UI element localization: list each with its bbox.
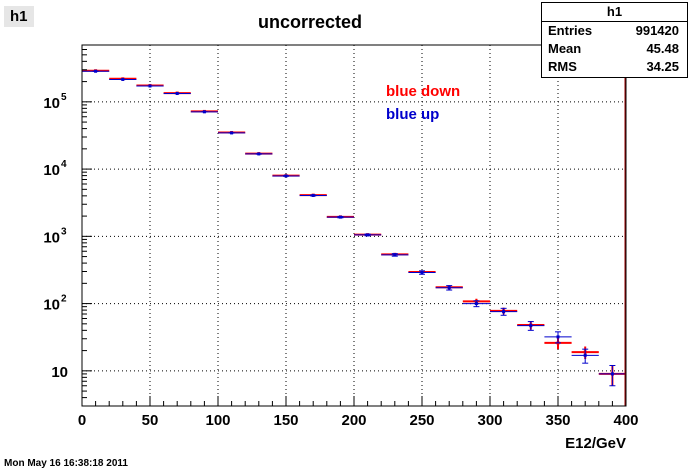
- stats-row-entries: Entries 991420: [542, 22, 687, 40]
- data-point: [598, 365, 626, 387]
- x-tick-label: 350: [545, 412, 570, 429]
- data-point: [218, 131, 246, 135]
- frame-title: h1: [4, 6, 34, 27]
- y-tick-exponent: 2: [61, 294, 67, 305]
- stats-value: 45.48: [646, 41, 679, 56]
- data-point: [571, 348, 599, 364]
- x-tick-label: 0: [78, 412, 86, 429]
- timestamp-footer: Mon May 16 16:38:18 2011: [4, 458, 128, 469]
- x-tick-label: 50: [142, 412, 159, 429]
- chart-title: uncorrected: [257, 12, 363, 32]
- y-tick-label: 10: [43, 229, 60, 246]
- y-tick-label: 10: [43, 297, 60, 314]
- y-tick-exponent: 3: [61, 226, 67, 237]
- data-point: [517, 321, 545, 331]
- x-tick-label: 100: [205, 412, 230, 429]
- data-point: [544, 331, 572, 344]
- legend-blue-down: blue down: [386, 83, 461, 100]
- stats-label: Mean: [548, 41, 582, 56]
- x-tick-label: 150: [273, 412, 298, 429]
- data-point: [490, 307, 518, 316]
- data-point: [136, 84, 164, 88]
- data-point: [326, 215, 354, 219]
- stats-row-mean: Mean 45.48: [542, 40, 687, 58]
- stats-label: RMS: [548, 59, 577, 74]
- y-tick-label: 10: [51, 364, 68, 381]
- legend-blue-up: blue up: [386, 106, 440, 123]
- y-tick-exponent: 4: [61, 159, 67, 170]
- stats-box-title: h1: [542, 3, 687, 22]
- data-point: [109, 77, 137, 81]
- data-point: [408, 270, 436, 275]
- stats-label: Entries: [548, 23, 593, 38]
- data-point: [272, 174, 300, 178]
- data-point: [163, 92, 191, 96]
- data-point: [82, 69, 110, 73]
- stats-row-rms: RMS 34.25: [542, 58, 687, 76]
- data-point: [190, 110, 218, 114]
- x-tick-label: 400: [613, 412, 638, 429]
- x-tick-label: 300: [477, 412, 502, 429]
- data-point: [299, 193, 327, 197]
- data-point: [381, 253, 409, 257]
- data-point: [435, 285, 463, 291]
- stats-value: 991420: [635, 23, 679, 38]
- x-axis-label: E12/GeV: [565, 435, 626, 452]
- y-tick-label: 10: [43, 162, 60, 179]
- data-point: [354, 233, 382, 237]
- x-tick-label: 200: [341, 412, 366, 429]
- stats-value: 34.25: [646, 59, 679, 74]
- data-point: [462, 300, 490, 308]
- data-point: [245, 152, 273, 156]
- y-tick-label: 10: [43, 95, 60, 112]
- y-tick-exponent: 5: [61, 92, 67, 103]
- x-tick-label: 250: [409, 412, 434, 429]
- stats-box: h1 Entries 991420 Mean 45.48 RMS 34.25: [541, 2, 688, 78]
